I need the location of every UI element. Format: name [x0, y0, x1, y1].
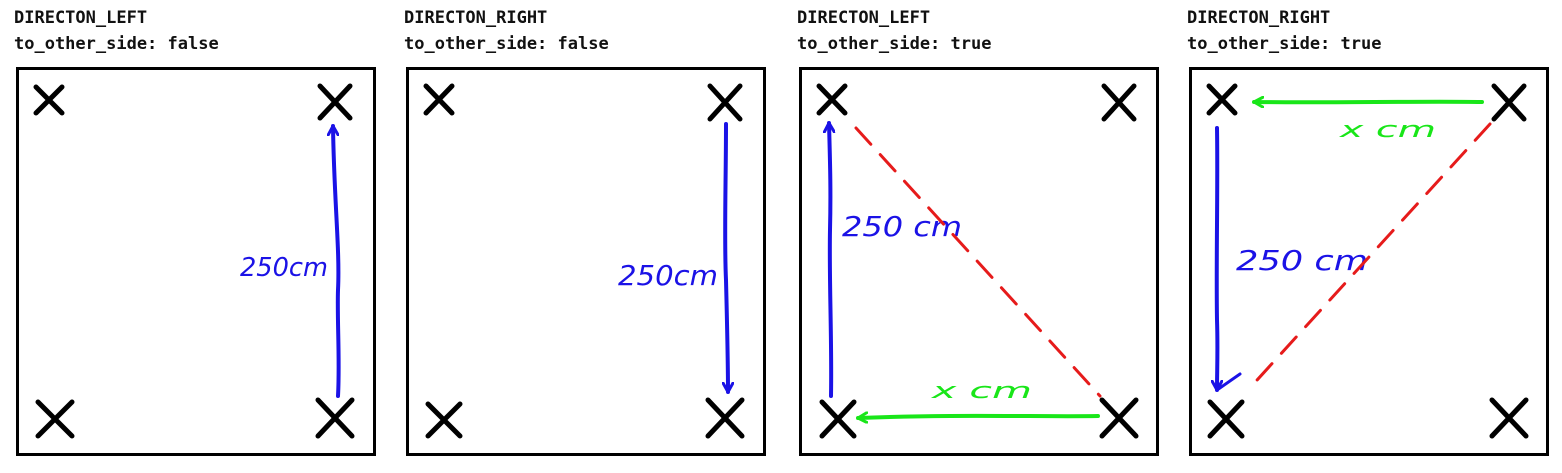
panel-1-title: DIRECTON_LEFT [14, 8, 148, 28]
panel-4-title: DIRECTON_RIGHT [1187, 8, 1331, 28]
panel-3-title: DIRECTON_LEFT [797, 8, 931, 28]
panel-2-title: DIRECTON_RIGHT [404, 8, 548, 28]
panel-2-box [406, 67, 766, 456]
panel-1-subtitle: to_other_side: false [14, 34, 219, 54]
panel-4-box [1189, 67, 1549, 456]
panel-4-subtitle: to_other_side: true [1187, 34, 1382, 54]
panel-2-subtitle: to_other_side: false [404, 34, 609, 54]
panel-3-box [799, 67, 1159, 456]
panel-1-box [16, 67, 376, 456]
panel-3-subtitle: to_other_side: true [797, 34, 992, 54]
